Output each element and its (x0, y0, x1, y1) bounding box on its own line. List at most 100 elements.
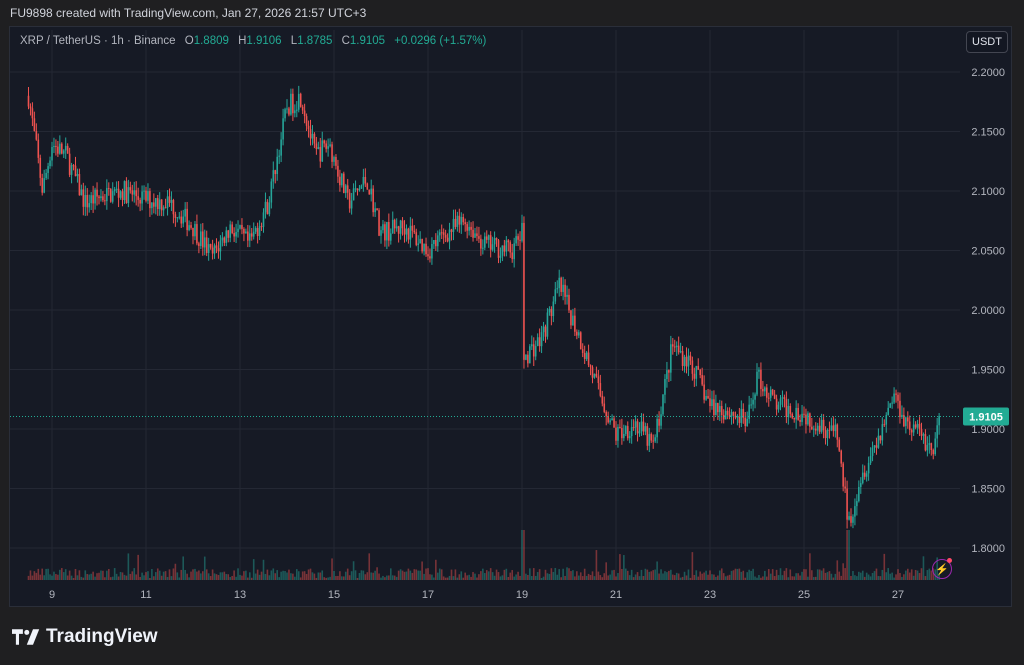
candle-body (771, 389, 774, 395)
candle-body (858, 486, 860, 502)
volume-bar (90, 573, 92, 580)
chart-panel[interactable] (9, 26, 1012, 607)
candle-body (292, 93, 294, 114)
candle-body (354, 188, 357, 190)
volume-bar (325, 577, 327, 580)
volume-bar (493, 575, 496, 580)
volume-bar (679, 577, 682, 580)
candle-body (760, 369, 762, 389)
candle-body (534, 345, 537, 357)
candle-body (901, 414, 903, 418)
candle-body (452, 218, 455, 232)
volume-bar (415, 569, 418, 580)
high-value: 1.9106 (246, 35, 282, 47)
volume-bar (544, 569, 547, 580)
candle-body (297, 93, 300, 110)
candle-body (764, 387, 766, 392)
symbol-name[interactable]: XRP / TetherUS · 1h · Binance (20, 35, 176, 47)
candle-body (27, 95, 30, 107)
y-tick-label: 1.9000 (971, 424, 1005, 436)
candle-body (854, 506, 856, 517)
volume-bar (362, 570, 365, 580)
candle-body (826, 429, 829, 439)
candle-body (476, 233, 478, 237)
volume-bar (478, 574, 480, 580)
candle-body (754, 394, 756, 400)
volume-bar (901, 576, 903, 580)
volume-bar (354, 570, 357, 580)
volume-bar (341, 576, 343, 580)
volume-bar (427, 568, 429, 580)
volume-bar (162, 571, 165, 580)
candle-body (270, 181, 273, 203)
volume-bar (417, 570, 420, 580)
candle-body (346, 185, 349, 193)
volume-bar (280, 571, 282, 580)
candle-body (634, 421, 637, 428)
volume-bar (37, 568, 40, 580)
volume-bar (795, 573, 797, 580)
volume-bar (746, 572, 749, 580)
candle-body (619, 426, 621, 428)
candle-body (407, 228, 410, 240)
volume-bar (854, 575, 856, 580)
volume-bar (88, 574, 91, 580)
candle-body (102, 196, 104, 201)
volume-bar (127, 553, 130, 580)
volume-bar (456, 577, 459, 580)
candle-body (205, 237, 208, 253)
candle-body (707, 396, 709, 399)
volume-bar (534, 575, 537, 580)
candle-body (742, 408, 745, 418)
volume-bar (368, 553, 371, 580)
volume-bar (897, 569, 899, 580)
tradingview-logo[interactable]: TradingView (12, 626, 158, 648)
candle-body (889, 403, 891, 408)
candle-body (695, 366, 698, 379)
candle-body (250, 233, 253, 237)
candle-body (436, 235, 439, 247)
volume-bar (350, 571, 353, 580)
candle-body (910, 430, 913, 433)
volume-bar (391, 575, 394, 580)
candle-body (570, 310, 572, 326)
volume-bar (153, 576, 155, 580)
volume-bar (180, 569, 183, 580)
candle-body (121, 191, 124, 201)
candle-body (158, 199, 161, 210)
candle-body (793, 417, 796, 420)
volume-bar (237, 568, 239, 580)
volume-bar (777, 575, 780, 580)
candle-body (830, 425, 833, 430)
volume-bar (642, 576, 645, 580)
volume-bar (121, 572, 124, 580)
currency-button[interactable]: USDT (966, 31, 1008, 53)
flash-icon[interactable]: ⚡ (932, 559, 952, 579)
volume-bar (489, 568, 492, 580)
volume-bar (764, 570, 766, 580)
volume-bar (290, 573, 292, 580)
volume-bar (119, 571, 122, 580)
candle-body (491, 244, 494, 250)
volume-bar (145, 572, 147, 580)
candle-body (656, 418, 658, 438)
candle-body (176, 217, 179, 219)
volume-bar (260, 571, 263, 580)
candle-body (299, 93, 302, 107)
volume-bar (760, 577, 762, 580)
candle-body (748, 404, 750, 419)
candle-body (203, 237, 206, 248)
candle-body (521, 222, 523, 241)
volume-bar (724, 576, 727, 580)
candle-body (231, 224, 233, 234)
volume-bar (726, 575, 729, 580)
candle-body (775, 398, 778, 410)
candle-body (315, 143, 318, 149)
candle-body (313, 133, 316, 144)
volume-bar (529, 568, 531, 580)
candle-body (752, 399, 754, 405)
candle-body (454, 218, 457, 227)
candle-body (824, 430, 827, 439)
candle-body (395, 226, 398, 229)
